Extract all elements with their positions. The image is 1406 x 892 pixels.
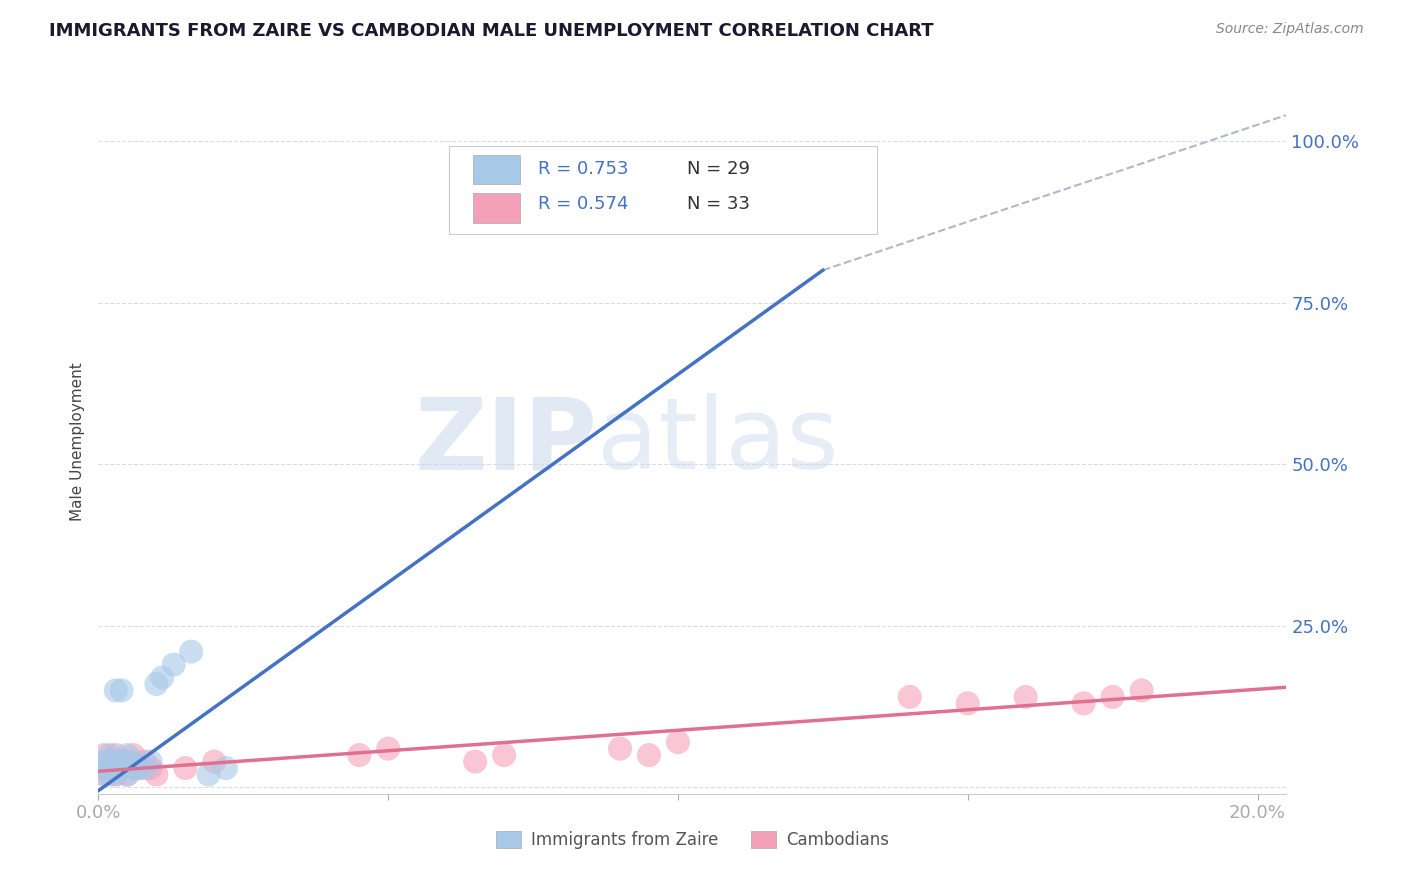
Point [110, 755, 132, 769]
Point [347, 748, 370, 763]
Point [122, 761, 145, 775]
Point [98, 748, 121, 763]
Text: IMMIGRANTS FROM ZAIRE VS CAMBODIAN MALE UNEMPLOYMENT CORRELATION CHART: IMMIGRANTS FROM ZAIRE VS CAMBODIAN MALE … [49, 22, 934, 40]
Point [117, 767, 139, 781]
Point [494, 748, 516, 763]
Point [1015, 690, 1038, 704]
Point [145, 767, 167, 781]
Point [150, 671, 173, 685]
Point [377, 741, 399, 756]
Point [609, 741, 631, 756]
Text: N = 29: N = 29 [686, 160, 749, 178]
Text: atlas: atlas [598, 393, 839, 490]
Point [464, 755, 486, 769]
FancyBboxPatch shape [472, 154, 520, 185]
Point [110, 683, 132, 698]
Point [122, 748, 145, 763]
Point [122, 755, 145, 769]
Point [197, 767, 219, 781]
Y-axis label: Male Unemployment: Male Unemployment [69, 362, 84, 521]
Point [110, 761, 132, 775]
Point [104, 683, 127, 698]
Point [93, 761, 115, 775]
Point [98, 755, 121, 769]
Point [215, 761, 238, 775]
Point [666, 735, 689, 749]
Point [104, 767, 127, 781]
Point [145, 677, 167, 691]
Point [1101, 690, 1123, 704]
Point [104, 767, 127, 781]
Point [93, 761, 115, 775]
Point [174, 761, 197, 775]
Point [117, 755, 139, 769]
Point [104, 761, 127, 775]
Text: Source: ZipAtlas.com: Source: ZipAtlas.com [1216, 22, 1364, 37]
Legend: Immigrants from Zaire, Cambodians: Immigrants from Zaire, Cambodians [489, 824, 896, 856]
Point [110, 755, 132, 769]
FancyBboxPatch shape [449, 145, 876, 234]
Point [638, 748, 661, 763]
Point [98, 761, 121, 775]
Point [134, 761, 156, 775]
Point [98, 761, 121, 775]
Point [163, 657, 186, 672]
Point [110, 761, 132, 775]
Text: R = 0.574: R = 0.574 [538, 195, 628, 213]
Point [104, 761, 127, 775]
Point [956, 697, 979, 711]
Point [93, 767, 115, 781]
Point [122, 761, 145, 775]
Point [93, 755, 115, 769]
Point [202, 755, 225, 769]
Point [139, 761, 162, 775]
Point [117, 748, 139, 763]
Point [1073, 697, 1095, 711]
Point [104, 755, 127, 769]
Point [180, 645, 202, 659]
Point [93, 748, 115, 763]
Point [134, 755, 156, 769]
Point [1130, 683, 1153, 698]
Text: ZIP: ZIP [415, 393, 598, 490]
Point [117, 761, 139, 775]
FancyBboxPatch shape [472, 194, 520, 223]
Point [98, 767, 121, 781]
Point [898, 690, 921, 704]
Point [104, 748, 127, 763]
Point [139, 755, 162, 769]
Point [98, 755, 121, 769]
Point [128, 761, 150, 775]
Point [117, 767, 139, 781]
Point [117, 755, 139, 769]
Point [93, 767, 115, 781]
Text: N = 33: N = 33 [686, 195, 749, 213]
Text: R = 0.753: R = 0.753 [538, 160, 628, 178]
Point [128, 761, 150, 775]
